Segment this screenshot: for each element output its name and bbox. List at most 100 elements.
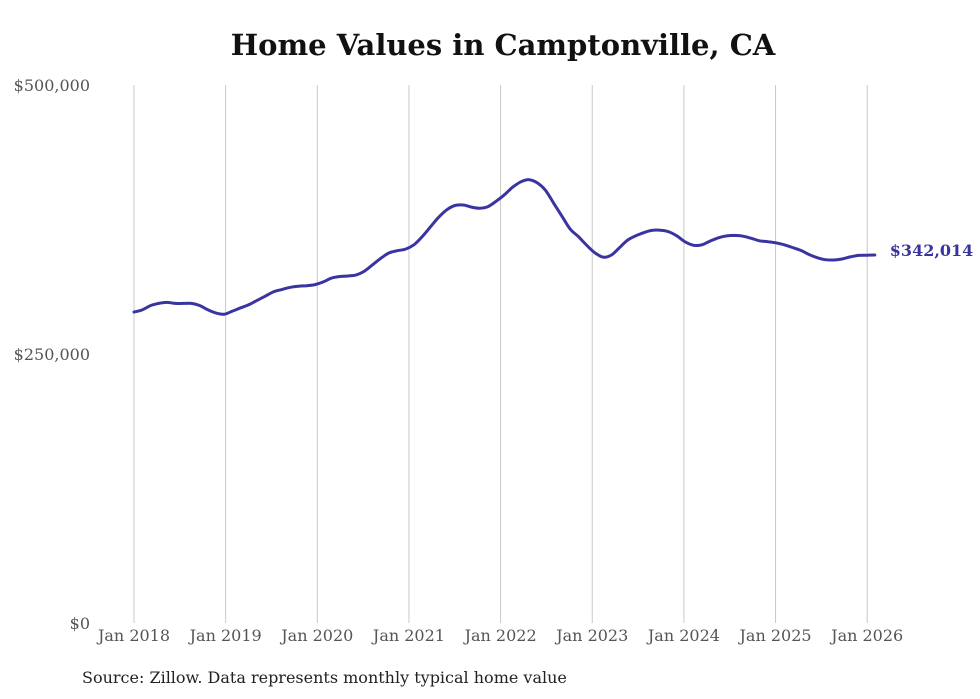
data-point (577, 236, 579, 238)
data-point (520, 181, 522, 183)
data-point (709, 240, 711, 242)
data-point (322, 281, 324, 283)
data-points (133, 179, 876, 316)
y-tick-label: $0 (70, 614, 90, 633)
data-point (330, 277, 332, 279)
data-point (495, 200, 497, 202)
data-point (824, 259, 826, 261)
data-point (297, 285, 299, 287)
y-axis-tick-labels: $0 $250,000 $500,000 (14, 76, 90, 633)
data-point (339, 275, 341, 277)
x-tick-label: Jan 2024 (646, 626, 720, 645)
data-point (717, 237, 719, 239)
data-point (437, 216, 439, 218)
data-point (841, 258, 843, 260)
x-tick-label: Jan 2026 (829, 626, 903, 645)
data-point (619, 246, 621, 248)
data-point (141, 309, 143, 311)
data-point (446, 209, 448, 211)
data-point (808, 253, 810, 255)
data-point (388, 252, 390, 254)
x-tick-label: Jan 2021 (371, 626, 445, 645)
data-point (215, 312, 217, 314)
data-point (429, 226, 431, 228)
x-axis-tick-labels: Jan 2018 Jan 2019 Jan 2020 Jan 2021 Jan 2022… (96, 626, 903, 645)
y-tick-label: $250,000 (14, 345, 90, 364)
data-point (396, 250, 398, 252)
data-point (750, 237, 752, 239)
data-point (783, 244, 785, 246)
data-point (651, 229, 653, 231)
data-point (684, 241, 686, 243)
data-point (536, 182, 538, 184)
data-point (363, 270, 365, 272)
data-point (265, 295, 267, 297)
data-point (643, 231, 645, 233)
x-tick-label: Jan 2025 (738, 626, 812, 645)
x-tick-label: Jan 2022 (463, 626, 537, 645)
chart-title: Home Values in Camptonville, CA (230, 28, 776, 62)
data-point (594, 252, 596, 254)
gridlines (133, 85, 868, 623)
data-point (734, 234, 736, 236)
data-point (306, 285, 308, 287)
data-point (174, 302, 176, 304)
y-tick-label: $500,000 (14, 76, 90, 95)
data-point (223, 313, 225, 315)
data-point (561, 215, 563, 217)
data-point (528, 179, 530, 181)
data-point (240, 307, 242, 309)
data-point (454, 204, 456, 206)
data-point (199, 304, 201, 306)
data-point (347, 275, 349, 277)
data-point (355, 274, 357, 276)
data-point (865, 254, 867, 256)
data-point (248, 303, 250, 305)
data-point (833, 259, 835, 261)
data-point (232, 310, 234, 312)
data-point (487, 205, 489, 207)
home-value-line (132, 178, 877, 316)
data-point (874, 254, 876, 256)
data-point (479, 207, 481, 209)
data-point (503, 194, 505, 196)
data-point (800, 249, 802, 251)
data-point (462, 204, 464, 206)
data-point (635, 234, 637, 236)
data-point (207, 309, 209, 311)
data-point (511, 186, 513, 188)
data-point (660, 229, 662, 231)
data-point (273, 290, 275, 292)
data-point (421, 236, 423, 238)
data-point (413, 244, 415, 246)
data-point (758, 240, 760, 242)
data-point (676, 235, 678, 237)
data-point (256, 299, 258, 301)
x-tick-label: Jan 2023 (554, 626, 628, 645)
data-point (742, 235, 744, 237)
data-point (289, 286, 291, 288)
data-point (849, 256, 851, 258)
data-point (553, 202, 555, 204)
data-point (182, 302, 184, 304)
data-point (404, 248, 406, 250)
data-point (602, 256, 604, 258)
end-value-label: $342,014 (890, 241, 974, 260)
data-point (470, 206, 472, 208)
data-point (775, 242, 777, 244)
source-note: Source: Zillow. Data represents monthly … (82, 668, 567, 687)
data-point (149, 304, 151, 306)
x-tick-label: Jan 2020 (279, 626, 353, 645)
data-point (281, 288, 283, 290)
data-point (569, 228, 571, 230)
data-point (701, 244, 703, 246)
x-tick-label: Jan 2018 (96, 626, 170, 645)
data-point (668, 231, 670, 233)
data-point (372, 264, 374, 266)
data-point (857, 254, 859, 256)
data-point (544, 189, 546, 191)
data-point (791, 246, 793, 248)
data-point (190, 302, 192, 304)
data-point (380, 257, 382, 259)
